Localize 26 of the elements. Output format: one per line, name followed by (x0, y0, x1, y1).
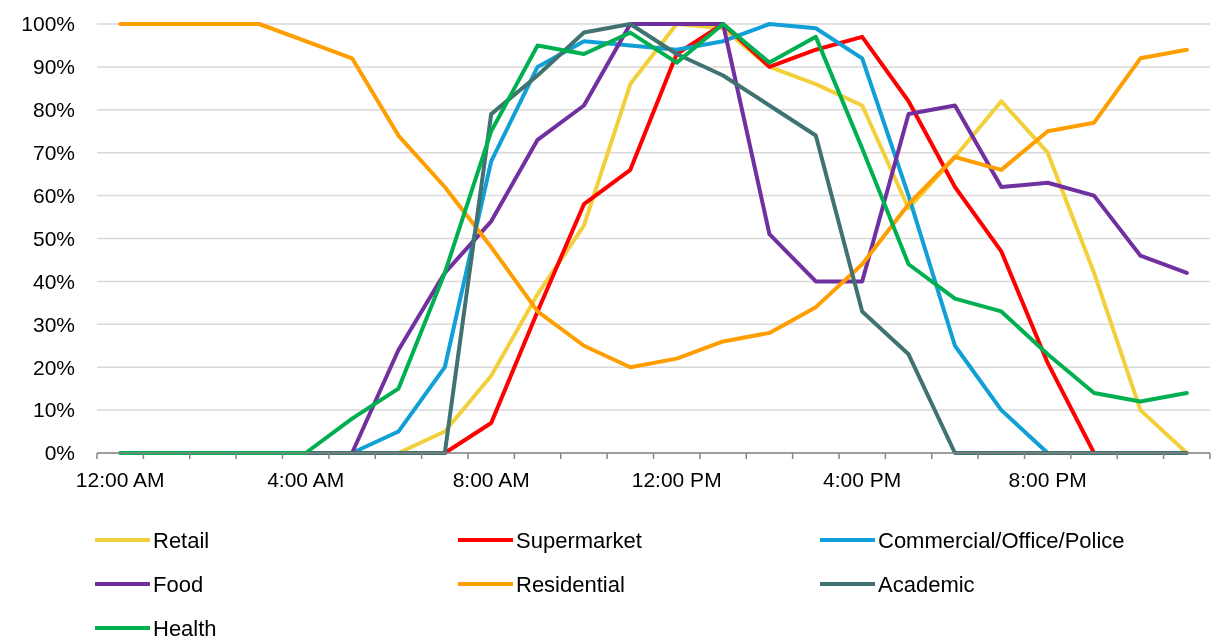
x-tick-label: 8:00 PM (1008, 468, 1087, 491)
legend-label: Academic (878, 571, 975, 597)
legend-label: Residential (516, 571, 625, 597)
y-tick-label: 0% (44, 441, 75, 465)
legend-label: Retail (153, 527, 210, 553)
y-tick-label: 30% (32, 312, 75, 336)
x-tick-label: 12:00 AM (75, 468, 165, 491)
y-tick-label: 60% (32, 183, 75, 207)
x-tick-label: 12:00 PM (631, 468, 722, 491)
x-tick-label: 8:00 AM (452, 468, 530, 491)
y-tick-label: 70% (32, 141, 75, 165)
y-tick-label: 90% (32, 55, 75, 79)
legend-label: Health (153, 615, 217, 640)
y-tick-label: 20% (32, 355, 75, 379)
y-tick-label: 100% (21, 12, 75, 36)
line-series (118, 22, 1189, 455)
y-tick-label: 80% (32, 98, 75, 122)
x-tick-label: 4:00 PM (823, 468, 902, 491)
y-tick-label: 40% (32, 269, 75, 293)
legend-label: Supermarket (516, 527, 642, 553)
line-series (118, 22, 1189, 370)
x-tick-label: 4:00 AM (267, 468, 345, 491)
y-tick-label: 50% (32, 226, 75, 250)
y-tick-label: 10% (32, 398, 75, 422)
legend-label: Commercial/Office/Police (878, 527, 1125, 553)
legend-label: Food (153, 571, 204, 597)
